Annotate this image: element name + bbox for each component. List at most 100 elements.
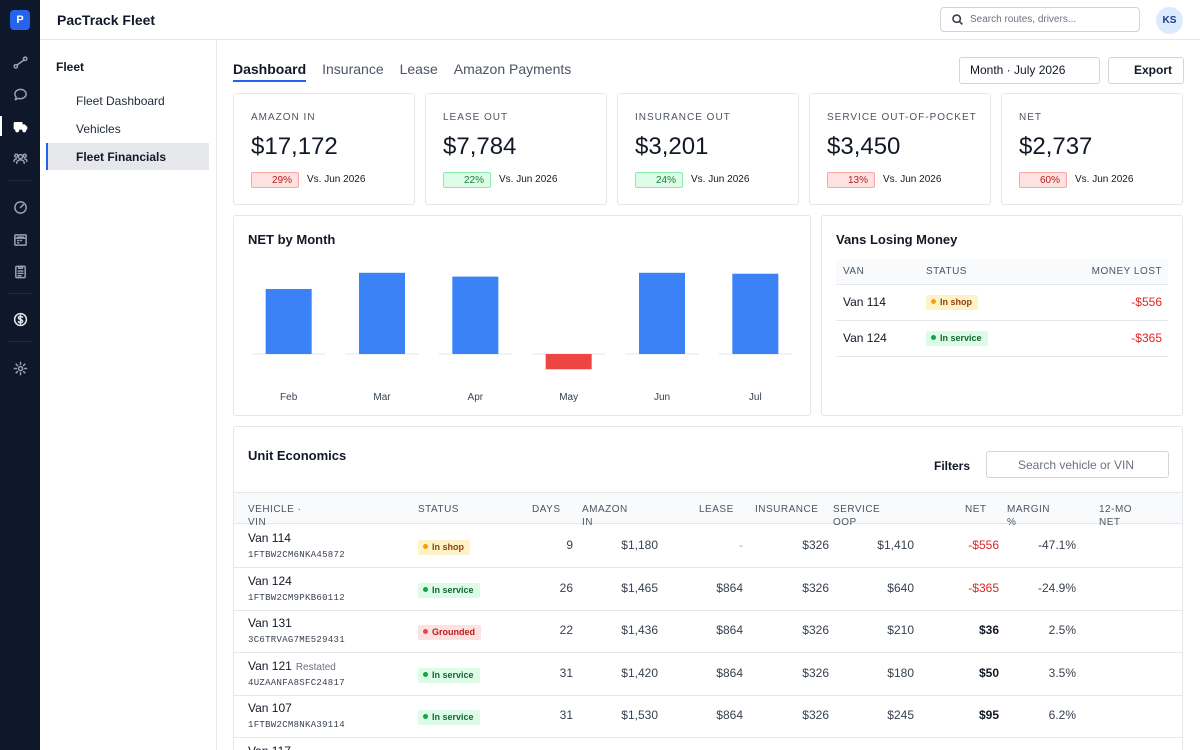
table-row[interactable]: Van 121 Restated 4UZAANFA8SFC24817 In servi…	[234, 653, 1182, 696]
status-dot	[423, 586, 428, 592]
lease-cell: $864	[716, 623, 743, 637]
bar-jun[interactable]	[639, 272, 685, 354]
insurance-cell: $326	[802, 708, 829, 722]
column-header-status[interactable]: STATUS	[418, 504, 459, 515]
status-label: Grounded	[432, 627, 475, 637]
tab-amazon-payments[interactable]: Amazon Payments	[453, 61, 572, 77]
vehicle-label: Van 117	[248, 744, 291, 750]
money-lost: -$556	[1031, 284, 1168, 321]
column-header-days[interactable]: DAYS	[532, 504, 561, 515]
vehicle-name[interactable]: Van 121 Restated	[248, 659, 336, 673]
tab-lease[interactable]: Lease	[399, 61, 438, 77]
table-row[interactable]: Van 117In service31$1,510$864$326$95$225…	[234, 738, 1182, 750]
net-cell: $50	[978, 665, 999, 680]
sidebar-item-fleet-financials[interactable]: Fleet Financials	[46, 143, 209, 170]
tab-insurance[interactable]: Insurance	[322, 61, 384, 77]
column-header-status: STATUS	[919, 259, 1032, 285]
vehicle-vin: 3C6TRVAG7ME529431	[248, 635, 345, 645]
x-tick-label: Jul	[749, 392, 762, 403]
x-tick-label: May	[559, 392, 578, 403]
column-header-margin[interactable]: MARGIN %	[1007, 504, 1050, 528]
bar-mar[interactable]	[359, 272, 405, 354]
table-row[interactable]: Van 107 1FTBW2CM8NKA39114 In service 31 $1,5…	[234, 695, 1182, 738]
vehicle-name[interactable]: Van 124	[248, 574, 296, 588]
avatar[interactable]: KS	[1156, 7, 1183, 34]
table-row[interactable]: Van 124 1FTBW2CM9PKB60112 In service 26 $1,4…	[234, 568, 1182, 611]
kpi-change-badge: 22%	[443, 172, 491, 188]
filters-button[interactable]: Filters	[934, 459, 971, 473]
vehicle-name[interactable]: Van 131	[248, 616, 296, 630]
days-cell: 31	[559, 708, 573, 722]
lease-cell: $864	[716, 580, 743, 595]
status-label: In service	[432, 712, 474, 722]
service-oop-cell: $210	[887, 623, 914, 637]
column-header-vehicle[interactable]: VEHICLE · VIN	[248, 504, 302, 528]
dollar-icon[interactable]	[10, 309, 30, 329]
column-header-net[interactable]: NET	[965, 504, 987, 515]
column-header-lease[interactable]: LEASE	[699, 504, 734, 515]
bar-may[interactable]	[545, 354, 592, 370]
column-header-insurance[interactable]: INSURANCE	[755, 504, 819, 515]
sidebar-section-title: Fleet	[56, 60, 85, 74]
vehicle-name[interactable]: Van 114	[248, 531, 295, 545]
global-search[interactable]	[940, 7, 1140, 32]
lease-cell: -	[739, 538, 743, 552]
service-oop-cell: $1,410	[877, 538, 914, 552]
restated-tag: Restated	[295, 661, 336, 673]
sidebar-item-fleet-dashboard[interactable]: Fleet Dashboard	[76, 93, 165, 108]
rail-divider	[8, 180, 32, 181]
column-header-12mo-net[interactable]: 12-MO NET	[1099, 504, 1133, 528]
insurance-cell: $326	[802, 623, 829, 637]
panel-title: Unit Economics	[248, 448, 347, 463]
lease-cell: $864	[716, 708, 743, 722]
team-icon[interactable]	[10, 148, 30, 168]
vehicle-search-input[interactable]	[986, 451, 1169, 478]
status-dot	[423, 671, 428, 677]
column-header-amazon-in[interactable]: AMAZON IN	[582, 504, 628, 528]
kpi-label: AMAZON IN	[251, 112, 316, 123]
truck-icon[interactable]	[0, 116, 30, 136]
calendar-icon[interactable]	[10, 229, 30, 249]
status-dot	[931, 335, 936, 340]
table-row[interactable]: Van 114 In shop -$556	[836, 284, 1168, 321]
table-row[interactable]: Van 114 1FTBW2CM6NKA45872 In shop 9 $1,180- $…	[234, 525, 1182, 568]
bar-apr[interactable]	[452, 276, 499, 354]
table-row[interactable]: Van 131 3C6TRVAG7ME529431 Grounded 22 $1,436…	[234, 610, 1182, 653]
vehicle-name[interactable]: Van 107	[248, 701, 296, 715]
gear-icon[interactable]	[10, 358, 30, 378]
sidebar-item-vehicles[interactable]: Vehicles	[76, 121, 121, 136]
insurance-cell: $326	[802, 580, 829, 595]
losing-money-panel: Vans Losing Money VAN STATUS MONEY LOST …	[821, 215, 1183, 416]
column-header-van: VAN	[836, 259, 919, 285]
kpi-value: $17,172	[251, 133, 338, 160]
bar-jul[interactable]	[732, 273, 779, 354]
kpi-label: INSURANCE OUT	[635, 112, 731, 123]
net-chart-panel: NET by Month Feb Mar Apr May Jun Jul	[233, 215, 811, 416]
status-dot	[931, 299, 936, 304]
status-cell: Grounded	[418, 622, 481, 640]
export-button[interactable]: Export	[1108, 57, 1184, 84]
app-logo[interactable]: P	[10, 10, 30, 30]
amazon-in-cell: $1,180	[621, 538, 658, 552]
amazon-in-cell: $1,465	[621, 580, 658, 595]
app-title: PacTrack Fleet	[57, 12, 156, 28]
route-icon[interactable]	[10, 52, 30, 72]
gauge-icon[interactable]	[10, 197, 30, 217]
vehicle-name[interactable]: Van 117	[248, 744, 295, 750]
status-label: In shop	[432, 542, 464, 552]
status-dot	[423, 629, 428, 634]
service-oop-cell: $180	[887, 665, 914, 680]
van-name: Van 124	[836, 320, 919, 357]
period-select[interactable]: Month · July 2026	[959, 57, 1100, 84]
tab-dashboard[interactable]: Dashboard	[233, 60, 307, 82]
status-cell: In service	[418, 707, 480, 725]
clipboard-icon[interactable]	[10, 261, 30, 281]
search-input[interactable]	[970, 14, 1130, 25]
vehicle-vin: 1FTBW2CM6NKA45872	[248, 550, 345, 560]
bar-feb[interactable]	[265, 289, 312, 354]
status-label: In service	[432, 669, 474, 680]
chat-icon[interactable]	[10, 84, 30, 104]
table-row[interactable]: Van 124 In service -$365	[836, 320, 1168, 357]
margin-cell: -24.9%	[1037, 580, 1076, 595]
column-header-service-oop[interactable]: SERVICE OOP	[833, 504, 881, 528]
